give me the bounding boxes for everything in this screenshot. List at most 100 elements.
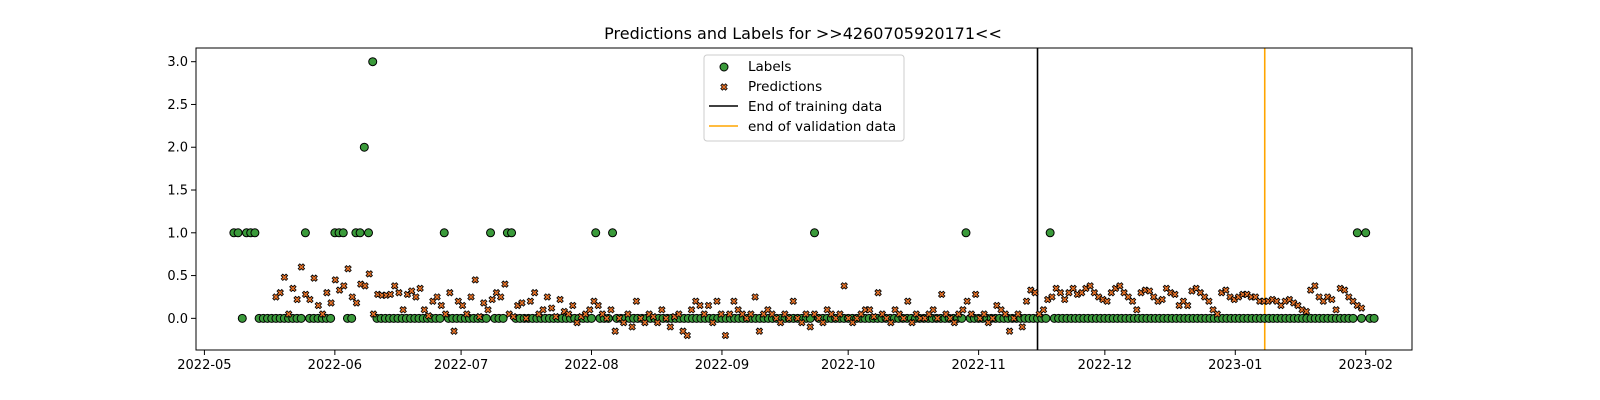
prediction-point [441, 310, 450, 318]
label-point [481, 313, 491, 323]
label-point [326, 313, 336, 323]
prediction-point [327, 299, 335, 307]
prediction-point [950, 318, 959, 327]
prediction-point [424, 312, 433, 320]
prediction-point [365, 270, 374, 278]
prediction-point [662, 314, 670, 323]
prediction-point [1014, 310, 1022, 318]
prediction-point [471, 276, 480, 284]
prediction-point [1332, 306, 1340, 314]
x-tick-label: 2022-09 [695, 358, 749, 373]
prediction-point [573, 318, 581, 327]
prediction-point [280, 273, 289, 282]
prediction-point [344, 264, 352, 273]
prediction-point [479, 299, 488, 307]
y-tick-label: 3.0 [167, 55, 188, 70]
label-point [608, 228, 618, 238]
prediction-point [475, 312, 484, 321]
prediction-point [543, 293, 552, 301]
label-point [233, 228, 243, 238]
y-axis: 0.0 0.5 1.0 1.5 2.0 2.5 3.0 [167, 55, 196, 327]
prediction-point [666, 323, 675, 331]
prediction-point [937, 290, 946, 299]
label-point [1348, 313, 1358, 323]
prediction-point [314, 301, 323, 310]
label-point [498, 313, 508, 323]
prediction-point [289, 284, 297, 293]
prediction-point [1132, 306, 1141, 314]
prediction-point [1145, 287, 1154, 295]
y-tick-label: 0.5 [167, 269, 188, 284]
prediction-point [1060, 295, 1069, 304]
x-tick-label: 2023-01 [1208, 358, 1262, 373]
prediction-point [433, 293, 441, 301]
prediction-point [632, 297, 641, 306]
prediction-point [1311, 282, 1319, 290]
prediction-point [836, 310, 844, 318]
prediction-point [751, 293, 759, 301]
prediction-point [1069, 284, 1077, 293]
predictions-series [272, 263, 1366, 340]
prediction-point [547, 304, 556, 312]
label-point [810, 228, 820, 238]
x-tick-label: 2022-12 [1078, 358, 1132, 373]
prediction-point [1001, 310, 1010, 318]
prediction-point [530, 288, 539, 297]
x-tick-label: 2023-02 [1339, 358, 1393, 373]
label-point [507, 228, 517, 238]
label-point [364, 228, 374, 238]
prediction-point [1018, 323, 1027, 331]
prediction-point [933, 314, 942, 323]
prediction-point [988, 314, 997, 323]
prediction-point [619, 318, 628, 327]
prediction-point [1005, 327, 1014, 335]
prediction-point [1056, 288, 1065, 297]
prediction-point [776, 318, 785, 327]
prediction-point [602, 314, 611, 323]
label-point [338, 228, 348, 238]
x-tick-label: 2022-06 [308, 358, 362, 373]
prediction-point [1340, 286, 1349, 294]
prediction-point [420, 306, 429, 314]
prediction-point [789, 297, 798, 306]
prediction-point [297, 263, 306, 271]
prediction-point [653, 318, 662, 327]
prediction-point [484, 306, 492, 314]
label-point [1369, 313, 1379, 323]
prediction-point [1205, 297, 1213, 306]
legend-training-text: End of training data [748, 99, 882, 115]
prediction-point [747, 310, 755, 318]
prediction-point [585, 306, 594, 314]
label-point [300, 228, 310, 238]
prediction-point [1073, 290, 1082, 299]
prediction-point [785, 314, 793, 323]
x-axis: 2022-05 2022-06 2022-07 2022-08 2022-09 2022-… [177, 350, 1393, 373]
prediction-point [1264, 297, 1272, 306]
legend: Labels Predictions End of training data … [703, 54, 905, 142]
legend-item-labels: Labels [719, 59, 791, 75]
x-tick-label: 2022-05 [177, 358, 231, 373]
prediction-point [658, 306, 666, 314]
prediction-point [1039, 306, 1048, 314]
prediction-point [959, 306, 967, 314]
prediction-point [463, 310, 471, 318]
prediction-point [594, 301, 602, 310]
prediction-point [390, 282, 399, 290]
prediction-point [1031, 288, 1039, 297]
label-point [961, 228, 971, 238]
prediction-point [509, 312, 518, 321]
legend-labels-text: Labels [748, 59, 791, 75]
prediction-point [806, 323, 815, 331]
prediction-point [611, 327, 619, 335]
prediction-point [1022, 297, 1031, 306]
prediction-point [395, 288, 403, 297]
prediction-point [967, 310, 976, 318]
prediction-point [628, 323, 636, 331]
prediction-point [899, 314, 908, 323]
prediction-point [564, 310, 573, 318]
prediction-point [539, 306, 547, 314]
axes-frame [195, 47, 1413, 351]
prediction-point [552, 312, 560, 321]
prediction-point [1116, 282, 1124, 290]
